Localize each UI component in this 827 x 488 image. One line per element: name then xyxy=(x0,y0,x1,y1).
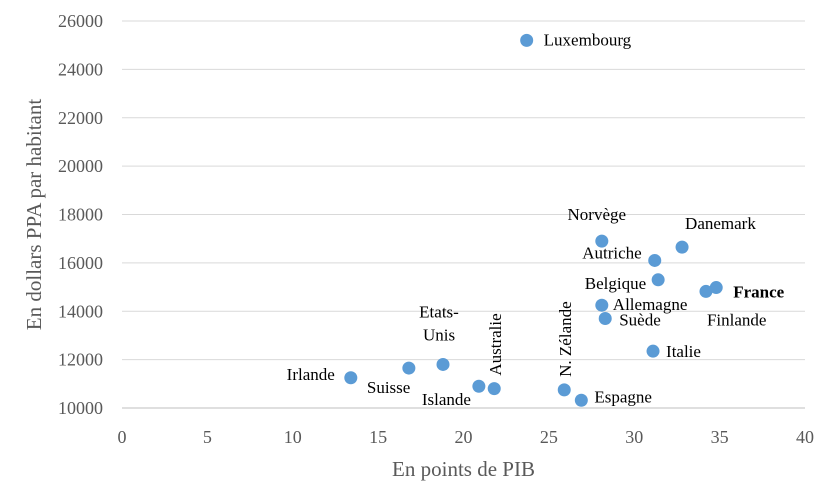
y-tick-label: 10000 xyxy=(58,398,103,418)
data-point-norv-ge xyxy=(595,234,609,248)
y-axis-title: En dollars PPA par habitant xyxy=(22,99,46,331)
data-point-autriche xyxy=(648,253,662,267)
y-tick-label: 12000 xyxy=(58,350,103,370)
point-label-n-z-lande: N. Zélande xyxy=(556,301,575,377)
y-tick-label: 16000 xyxy=(58,253,103,273)
x-axis-ticks: 0 5 10 15 20 25 30 35 40 xyxy=(118,427,815,447)
data-points xyxy=(344,33,723,407)
point-label-australie: Australie xyxy=(486,313,505,375)
point-label-allemagne: Allemagne xyxy=(613,295,688,314)
x-axis-title: En points de PIB xyxy=(392,457,535,481)
data-point-suisse xyxy=(402,361,416,375)
point-label-islande: Islande xyxy=(422,390,471,409)
y-axis-ticks: 10000 12000 14000 16000 18000 20000 22000 24000… xyxy=(58,11,103,418)
data-point-france xyxy=(709,281,723,295)
data-point-irlande xyxy=(344,371,358,385)
point-label-etats-unis: Etats-Unis xyxy=(419,302,459,344)
point-label-norv-ge: Norvège xyxy=(568,205,627,224)
point-label-espagne: Espagne xyxy=(594,387,652,406)
point-label-luxembourg: Luxembourg xyxy=(544,30,632,49)
data-point-luxembourg xyxy=(520,33,534,47)
data-point-danemark xyxy=(675,240,689,254)
point-label-danemark: Danemark xyxy=(685,214,756,233)
point-label-su-de: Suède xyxy=(619,311,661,330)
x-tick-label: 15 xyxy=(369,427,387,447)
y-tick-label: 18000 xyxy=(58,205,103,225)
y-tick-label: 22000 xyxy=(58,108,103,128)
x-tick-label: 40 xyxy=(796,427,814,447)
point-label-italie: Italie xyxy=(666,342,701,361)
y-tick-label: 24000 xyxy=(58,59,103,79)
data-point-italie xyxy=(646,344,660,358)
gridlines xyxy=(122,20,805,361)
x-tick-label: 20 xyxy=(455,427,473,447)
data-point-finlande xyxy=(699,284,713,298)
x-tick-label: 25 xyxy=(540,427,558,447)
data-point-su-de xyxy=(598,312,612,326)
point-labels: Luxembourg Norvège Danemark Autriche Belgiqu… xyxy=(287,30,785,409)
point-label-finlande: Finlande xyxy=(707,310,767,329)
point-label-belgique: Belgique xyxy=(585,274,646,293)
data-point-australie xyxy=(487,382,501,396)
x-tick-label: 10 xyxy=(284,427,302,447)
data-point-espagne xyxy=(574,393,588,407)
data-point-allemagne xyxy=(595,298,609,312)
x-tick-label: 0 xyxy=(118,427,127,447)
x-tick-label: 35 xyxy=(711,427,729,447)
data-point-etats-unis xyxy=(436,357,450,371)
point-label-autriche: Autriche xyxy=(582,243,641,262)
data-point-islande xyxy=(472,379,486,393)
x-tick-label: 30 xyxy=(625,427,643,447)
y-tick-label: 20000 xyxy=(58,156,103,176)
data-point-n-z-lande xyxy=(557,383,571,397)
x-tick-label: 5 xyxy=(203,427,212,447)
data-point-belgique xyxy=(651,273,665,287)
point-label-irlande: Irlande xyxy=(287,365,335,384)
point-label-suisse: Suisse xyxy=(367,378,410,397)
point-label-france: France xyxy=(733,283,784,302)
y-tick-label: 14000 xyxy=(58,301,103,321)
y-tick-label: 26000 xyxy=(58,11,103,31)
